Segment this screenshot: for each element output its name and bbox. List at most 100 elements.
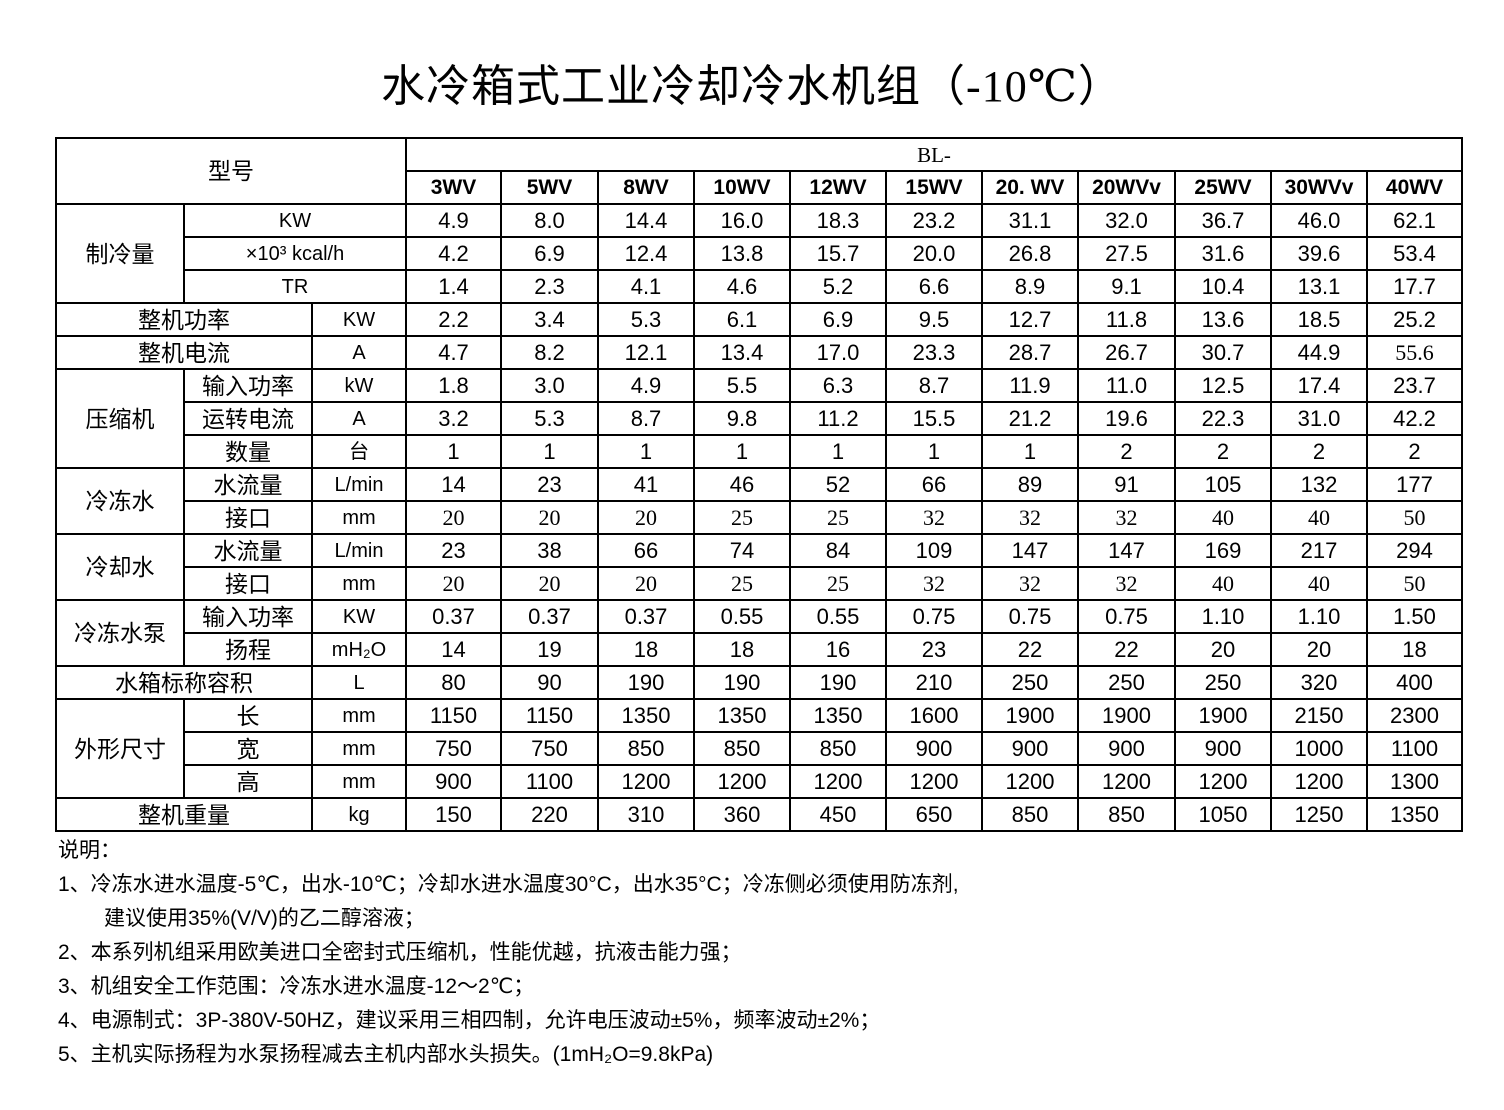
value-cell: 23: [885, 632, 983, 667]
model-header: 10WV: [693, 170, 791, 205]
value-cell: 9.1: [1077, 269, 1176, 304]
value-cell: 8.7: [885, 368, 983, 403]
value-cell: 4.2: [405, 236, 502, 271]
header-row-series: 型号 BL-: [55, 137, 1463, 205]
value-cell: 14: [405, 632, 502, 667]
value-cell: 217: [1270, 533, 1368, 568]
value-cell: 250: [1077, 665, 1176, 700]
value-cell: 22.3: [1174, 401, 1272, 436]
value-cell: 900: [1077, 731, 1176, 766]
value-cell: 1000: [1270, 731, 1368, 766]
row-label: 运转电流: [183, 401, 313, 436]
value-cell: 1250: [1270, 797, 1368, 832]
document-title: 水冷箱式工业冷却冷水机组（-10℃）: [381, 62, 1123, 111]
value-cell: 13.1: [1270, 269, 1368, 304]
value-cell: 250: [981, 665, 1079, 700]
value-cell: 850: [789, 731, 887, 766]
value-cell: 1.50: [1366, 599, 1463, 634]
row-label: 输入功率: [183, 368, 313, 403]
value-cell: 750: [500, 731, 599, 766]
value-cell: 220: [500, 797, 599, 832]
value-cell: 25: [789, 500, 887, 535]
unit-cell: mm: [311, 566, 407, 601]
value-cell: 19.6: [1077, 401, 1176, 436]
model-header: 20. WV: [981, 170, 1079, 205]
value-cell: 26.8: [981, 236, 1079, 271]
table-row: 整机重量 kg 150 220 310 360 450 650 850 850 1050 1250 13…: [55, 797, 1463, 832]
value-cell: 44.9: [1270, 335, 1368, 370]
unit-cell: KW: [311, 302, 407, 337]
row-label: 长: [183, 698, 313, 733]
value-cell: 28.7: [981, 335, 1079, 370]
value-cell: 1900: [1174, 698, 1272, 733]
note-item: 1、冷冻水进水温度-5℃，出水-10℃；冷却水进水温度30°C，出水35°C；冷…: [58, 873, 959, 896]
value-cell: 2: [1174, 434, 1272, 469]
table-row: 冷却水 水流量 L/min 23 38 66 74 84 109 147 147 169 217 294: [55, 533, 1463, 601]
model-header: 20WVv: [1077, 170, 1176, 205]
value-cell: 5.2: [789, 269, 887, 304]
value-cell: 1.10: [1270, 599, 1368, 634]
value-cell: 53.4: [1366, 236, 1463, 271]
value-cell: 109: [885, 533, 983, 568]
table-row: 宽 mm 750 750 850 850 850 900 900 900 900 1000 1100: [56, 731, 1463, 766]
value-cell: 16.0: [693, 203, 791, 238]
value-cell: 20: [597, 500, 695, 535]
value-cell: 3.0: [500, 368, 599, 403]
value-cell: 32: [981, 566, 1079, 601]
row-label: 整机重量: [55, 797, 313, 832]
value-cell: 850: [693, 731, 791, 766]
value-cell: 17.0: [789, 335, 887, 370]
table-row: 数量台 1 1 1 1 1 1 1 2 2 2 2: [56, 434, 1463, 469]
value-cell: 0.75: [1077, 599, 1176, 634]
value-cell: 169: [1174, 533, 1272, 568]
value-cell: 1900: [981, 698, 1079, 733]
unit-cell: kW: [311, 368, 407, 403]
value-cell: 66: [885, 467, 983, 502]
value-cell: 20: [500, 500, 599, 535]
row-label: KW: [183, 203, 407, 238]
value-cell: 2300: [1366, 698, 1463, 733]
value-cell: 18: [1366, 632, 1463, 667]
value-cell: 36.7: [1174, 203, 1272, 238]
group-label: 冷却水: [55, 533, 185, 601]
value-cell: 91: [1077, 467, 1176, 502]
group-label: 冷冻水泵: [55, 599, 185, 667]
model-header: 40WV: [1366, 170, 1463, 205]
value-cell: 13.4: [693, 335, 791, 370]
unit-cell: KW: [311, 599, 407, 634]
unit-cell: A: [311, 401, 407, 436]
table-row: 外形尺寸长 mm 1150 1150 1350 1350 1350 1600 1900 1900 1…: [55, 698, 1463, 799]
value-cell: 11.9: [981, 368, 1079, 403]
table-row: 整机功率 KW 2.2 3.4 5.3 6.1 6.9 9.5 12.7 11.8 13.6 18.5…: [55, 302, 1463, 337]
model-header: 12WV: [789, 170, 887, 205]
group-label: 外形尺寸: [55, 698, 185, 799]
value-cell: 40: [1174, 566, 1272, 601]
value-cell: 650: [885, 797, 983, 832]
series-prefix: BL-: [405, 137, 1463, 172]
table-row: 高 mm 900 1100 1200 1200 1200 1200 1200 1200 1200 12…: [56, 764, 1463, 799]
value-cell: 20: [1174, 632, 1272, 667]
value-cell: 15.5: [885, 401, 983, 436]
group-label: 压缩机: [55, 368, 185, 469]
value-cell: 50: [1366, 566, 1463, 601]
value-cell: 1.8: [405, 368, 502, 403]
value-cell: 900: [1174, 731, 1272, 766]
value-cell: 12.1: [597, 335, 695, 370]
value-cell: 1900: [1077, 698, 1176, 733]
row-label: 水流量: [183, 533, 313, 568]
row-label: 高: [183, 764, 313, 799]
value-cell: 89: [981, 467, 1079, 502]
note-item: 建议使用35%(V/V)的乙二醇溶液；: [104, 907, 425, 930]
value-cell: 0.55: [693, 599, 791, 634]
value-cell: 32: [1077, 566, 1176, 601]
value-cell: 210: [885, 665, 983, 700]
note-item: 5、主机实际扬程为水泵扬程减去主机内部水头损失。(1mH₂O=9.8kPa): [58, 1043, 714, 1066]
value-cell: 3.2: [405, 401, 502, 436]
value-cell: 1200: [1174, 764, 1272, 799]
value-cell: 2.3: [500, 269, 599, 304]
value-cell: 5.3: [597, 302, 695, 337]
value-cell: 32.0: [1077, 203, 1176, 238]
value-cell: 190: [693, 665, 791, 700]
table-row: TR 1.4 2.3 4.1 4.6 5.2 6.6 8.9 9.1 10.4 13.1 17.7: [56, 269, 1463, 304]
value-cell: 66: [597, 533, 695, 568]
